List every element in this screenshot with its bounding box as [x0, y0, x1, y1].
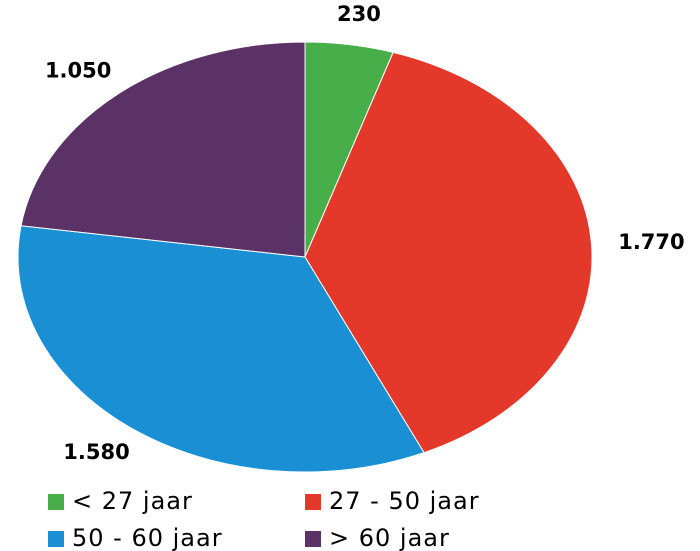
pie-slice [304, 51, 593, 454]
value-label: 1.770 [618, 230, 684, 254]
value-label: 1.580 [63, 440, 129, 464]
legend-label: 50 - 60 jaar [72, 524, 223, 551]
legend-swatch [48, 494, 64, 510]
legend-label: 27 - 50 jaar [329, 487, 480, 515]
legend-label: > 60 jaar [329, 524, 450, 551]
legend-swatch [305, 531, 321, 547]
value-label: 1.050 [45, 59, 111, 83]
pie-slice [20, 41, 306, 258]
pie-slice [17, 225, 425, 473]
legend-swatch [48, 531, 64, 547]
value-label: 230 [337, 2, 381, 26]
legend-swatch [305, 494, 321, 510]
legend-label: < 27 jaar [72, 487, 193, 515]
